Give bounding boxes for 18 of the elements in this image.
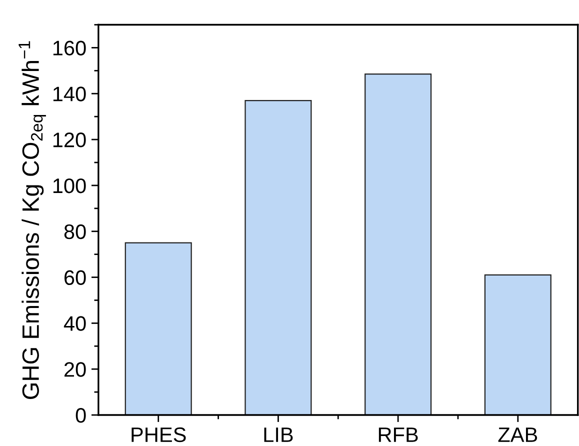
- y-tick-label: 160: [53, 40, 86, 56]
- y-tick-label: 120: [53, 132, 86, 148]
- x-tick-label: RFB: [378, 428, 418, 442]
- bar: [124, 242, 192, 416]
- bar: [364, 74, 432, 416]
- y-tick-label: 80: [64, 224, 86, 240]
- y-tick-label: 60: [64, 270, 86, 286]
- y-tick-label: 100: [53, 178, 86, 194]
- x-tick-label: LIB: [264, 428, 293, 442]
- y-tick-label: 40: [64, 316, 86, 331]
- y-tick-label: 0: [76, 408, 86, 423]
- x-tick-label: ZAB: [498, 428, 538, 442]
- bar: [484, 274, 552, 416]
- bar: [244, 100, 312, 416]
- x-tick-label: PHES: [132, 427, 186, 442]
- y-axis-title: GHG Emissions / Kg CO$_{2eq}$ kWh$^{−1}$: [18, 41, 46, 399]
- y-tick-label: 20: [64, 362, 86, 377]
- y-tick-label: 140: [53, 86, 86, 102]
